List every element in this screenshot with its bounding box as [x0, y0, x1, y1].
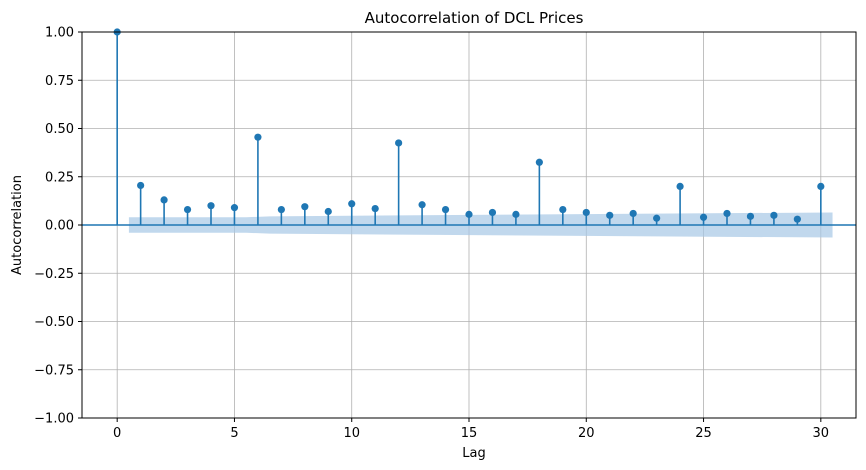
stem-marker — [418, 201, 426, 209]
y-tick-label: 0.50 — [45, 122, 74, 137]
x-tick-label: 15 — [461, 426, 478, 441]
y-tick-label: 0.00 — [45, 219, 74, 234]
y-tick-label: −0.50 — [34, 315, 74, 330]
stem-marker — [230, 204, 239, 212]
x-tick-label: 0 — [113, 426, 121, 441]
stem-marker — [465, 210, 473, 218]
stem-marker — [559, 205, 567, 214]
x-tick-label: 5 — [230, 426, 238, 441]
stem-marker — [395, 139, 403, 147]
y-ticks: −1.00 −0.75 −0.50 −0.25 0.00 0.25 0.50 0.75 1.00 — [34, 26, 82, 427]
stem-marker — [183, 205, 192, 214]
stem-marker — [629, 209, 637, 218]
stem-marker — [301, 203, 309, 211]
stem-marker — [676, 182, 684, 190]
y-tick-label: −1.00 — [34, 412, 74, 427]
y-tick-label: 0.25 — [45, 170, 74, 185]
stems — [113, 28, 825, 225]
x-ticks: 0 5 10 15 20 25 30 — [113, 418, 829, 441]
stem-marker — [793, 215, 801, 223]
x-axis-label: Lag — [462, 446, 485, 461]
stem-marker — [441, 205, 450, 214]
y-tick-label: −0.25 — [34, 267, 74, 282]
stem-marker — [723, 209, 731, 218]
stem-marker — [512, 210, 520, 218]
y-tick-label: 1.00 — [45, 26, 74, 41]
stem-marker — [371, 204, 379, 213]
x-tick-label: 30 — [813, 426, 830, 441]
stem-marker — [254, 133, 262, 141]
stem-marker — [653, 214, 661, 222]
x-tick-label: 10 — [343, 426, 360, 441]
stem-marker — [277, 205, 285, 214]
stem-marker — [535, 158, 543, 166]
y-axis-label: Autocorrelation — [10, 175, 25, 275]
stem-marker — [582, 208, 590, 217]
stem-marker — [606, 211, 614, 219]
stem-marker — [137, 181, 145, 190]
stem-marker — [746, 212, 755, 220]
x-tick-label: 20 — [578, 426, 595, 441]
stem-marker — [770, 211, 778, 219]
stem-marker — [488, 208, 497, 217]
stem-marker — [699, 213, 708, 221]
y-tick-label: 0.75 — [45, 74, 74, 89]
stem-marker — [324, 207, 332, 216]
stem-marker — [207, 202, 215, 210]
stem-marker — [817, 182, 825, 190]
chart-title: Autocorrelation of DCL Prices — [365, 9, 584, 27]
y-tick-label: −0.75 — [34, 363, 74, 378]
stem-marker — [348, 200, 356, 208]
x-tick-label: 25 — [695, 426, 712, 441]
stem-marker — [160, 196, 168, 204]
